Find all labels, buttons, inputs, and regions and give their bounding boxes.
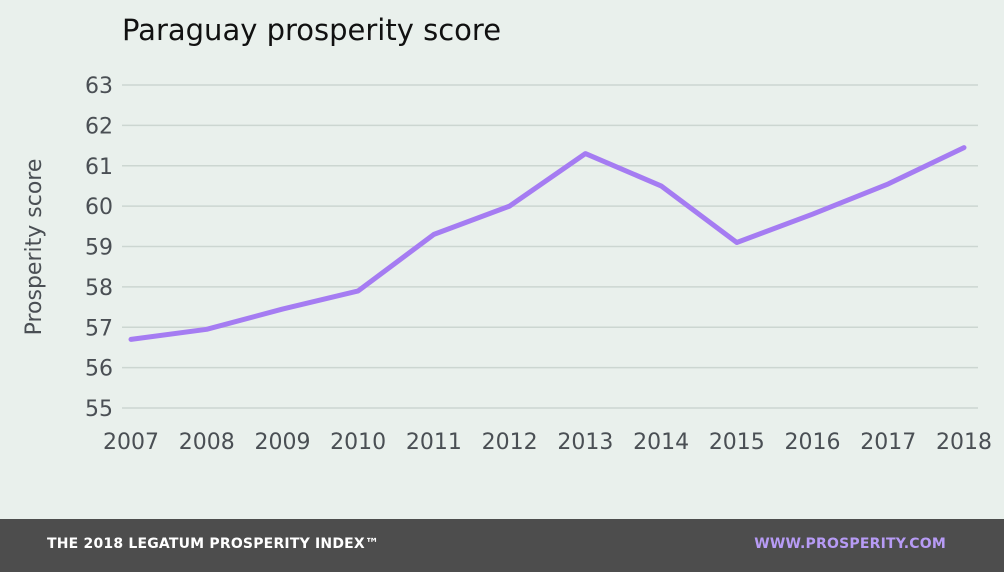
x-tick-label: 2008 — [179, 430, 235, 455]
y-tick-label: 59 — [85, 236, 113, 261]
x-tick-label: 2010 — [330, 430, 386, 455]
y-tick-label: 63 — [85, 74, 113, 99]
x-tick-label: 2016 — [785, 430, 841, 455]
y-tick-label: 56 — [85, 357, 113, 382]
chart-area: Paraguay prosperity score Prosperity sco… — [22, 13, 992, 455]
x-tick-label: 2007 — [103, 430, 159, 455]
x-tick-labels: 2007 2008 2009 2010 2011 2012 2013 2014 2015 2016… — [103, 430, 992, 455]
x-tick-label: 2015 — [709, 430, 765, 455]
x-tick-label: 2009 — [254, 430, 310, 455]
y-tick-label: 62 — [85, 114, 113, 139]
footer-bar: THE 2018 LEGATUM PROSPERITY INDEX™ WWW.P… — [0, 519, 1004, 572]
x-tick-label: 2014 — [633, 430, 689, 455]
x-tick-label: 2011 — [406, 430, 462, 455]
series-line — [128, 145, 967, 342]
y-tick-labels: 55 56 57 58 59 60 61 62 63 — [85, 74, 113, 422]
footer-index-title: THE 2018 LEGATUM PROSPERITY INDEX™ — [47, 536, 380, 552]
series-group — [128, 145, 967, 342]
line-chart: Paraguay prosperity score Prosperity sco… — [22, 13, 992, 455]
y-tick-label: 57 — [85, 316, 113, 341]
chart-title: Paraguay prosperity score — [122, 13, 501, 47]
x-tick-label: 2013 — [557, 430, 613, 455]
y-tick-label: 60 — [85, 195, 113, 220]
x-tick-label: 2018 — [936, 430, 992, 455]
y-axis-label: Prosperity score — [22, 159, 47, 336]
footer-website-link[interactable]: WWW.PROSPERITY.COM — [754, 536, 946, 552]
x-tick-label: 2012 — [482, 430, 538, 455]
y-tick-label: 55 — [85, 397, 113, 422]
y-tick-label: 61 — [85, 155, 113, 180]
y-tick-label: 58 — [85, 276, 113, 301]
grid-lines — [122, 84, 978, 409]
x-tick-label: 2017 — [860, 430, 916, 455]
